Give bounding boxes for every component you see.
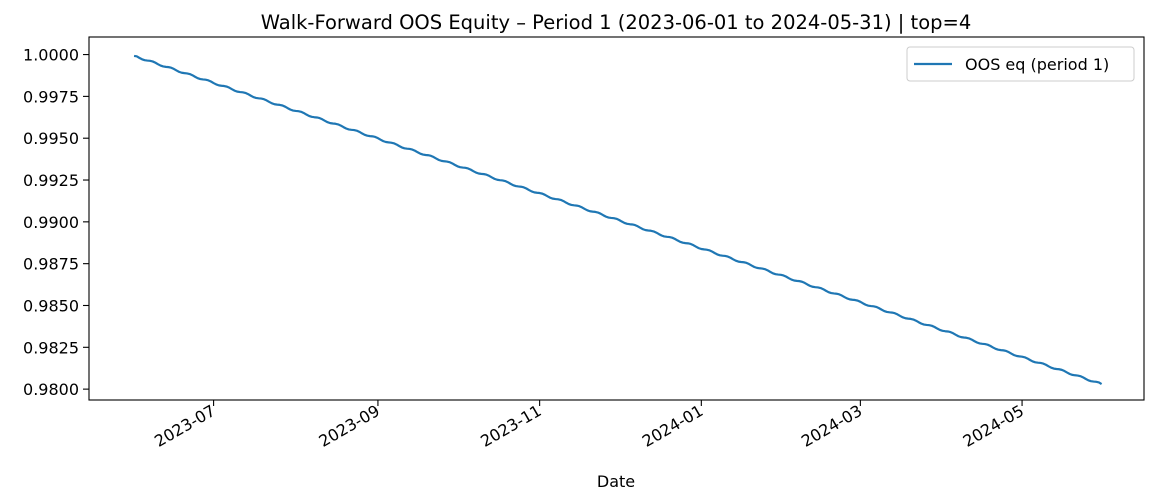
x-axis-label: Date — [597, 472, 635, 491]
y-tick-label: 0.9800 — [23, 380, 79, 399]
y-axis: 0.9800 0.9825 0.9850 0.9875 0.9900 0.9925 0.99… — [23, 46, 89, 399]
legend-box — [906, 46, 1135, 82]
plot-area — [133, 54, 1103, 386]
legend: OOS eq (period 1) — [906, 46, 1135, 82]
y-tick-label: 1.0000 — [23, 46, 79, 65]
series-line-oos-eq-period-1 — [133, 54, 1103, 386]
y-tick-label: 0.9850 — [23, 296, 79, 315]
chart-title: Walk-Forward OOS Equity – Period 1 (2023… — [261, 11, 972, 34]
y-tick-label: 0.9875 — [23, 255, 79, 274]
axes-frame — [88, 36, 1145, 401]
y-tick-label: 0.9950 — [23, 129, 79, 148]
legend-label: OOS eq (period 1) — [965, 55, 1109, 74]
y-tick-label: 0.9825 — [23, 338, 79, 357]
y-tick-label: 0.9925 — [23, 171, 79, 190]
y-tick-label: 0.9975 — [23, 87, 79, 106]
y-tick-label: 0.9900 — [23, 213, 79, 232]
